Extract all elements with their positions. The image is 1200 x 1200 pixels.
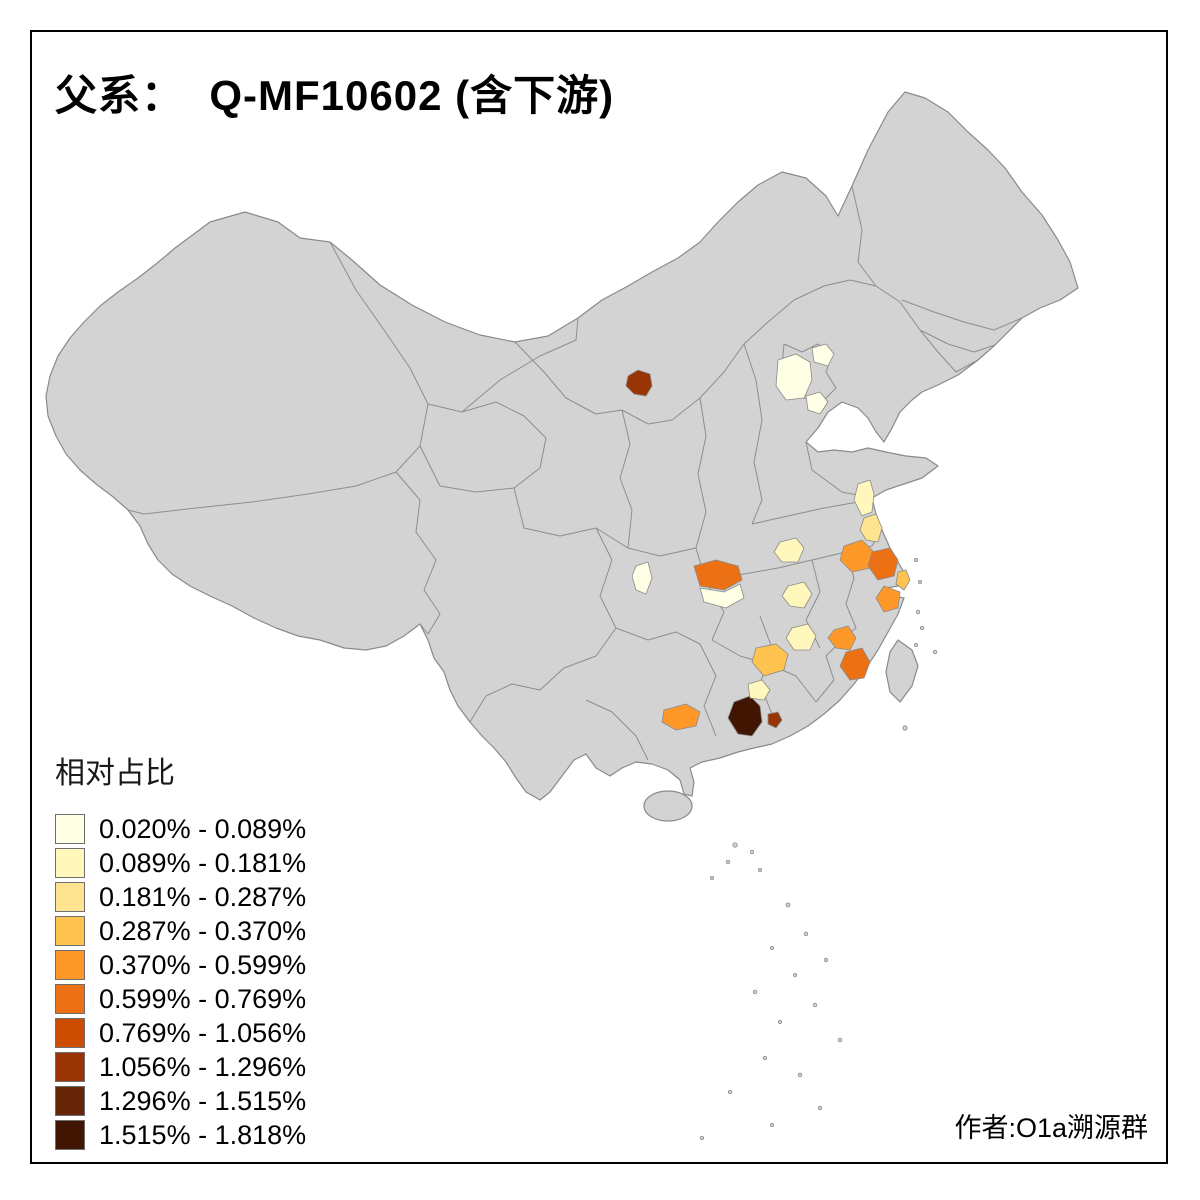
legend-label: 0.089% - 0.181% (99, 847, 307, 878)
map-region-beijing-northeast (811, 343, 835, 367)
legend-label: 1.296% - 1.515% (99, 1085, 307, 1116)
legend-label: 0.181% - 0.287% (99, 881, 307, 912)
legend-swatch (55, 814, 85, 844)
map-region-jiangsu-coast-north (853, 479, 875, 517)
legend-row: 0.181% - 0.287% (55, 882, 306, 912)
south-china-sea-islets (700, 558, 938, 1141)
legend-label: 0.769% - 1.056% (99, 1017, 307, 1048)
mainland-china-shape (45, 91, 1079, 801)
map-region-hunan-east (751, 643, 789, 677)
map-region-shanghai (895, 569, 911, 591)
legend-title: 相对占比 (55, 757, 175, 790)
legend-label: 0.020% - 0.089% (99, 813, 307, 844)
map-region-zhejiang-north (875, 585, 901, 613)
legend-swatch (55, 1086, 85, 1116)
map-region-guangdong-east-dot (767, 711, 783, 729)
map-region-jiangsu-coast-mid (859, 513, 883, 543)
legend-label: 0.287% - 0.370% (99, 915, 307, 946)
legend-row: 0.599% - 0.769% (55, 984, 306, 1014)
map-region-fujian-coast (839, 647, 871, 681)
legend-swatch (55, 1018, 85, 1048)
map-region-beijing-west (775, 353, 813, 401)
map-region-guangdong-north (747, 679, 771, 701)
map-region-jiangxi-north (785, 623, 817, 651)
map-region-anhui-north (773, 537, 805, 563)
legend-row: 0.769% - 1.056% (55, 1018, 306, 1048)
legend-swatch (55, 916, 85, 946)
map-region-fujian-northwest (827, 625, 857, 651)
legend-row: 0.370% - 0.599% (55, 950, 306, 980)
legend-swatch (55, 1120, 85, 1150)
legend-swatch (55, 882, 85, 912)
author-credit: 作者:O1a溯源群 (954, 1113, 1148, 1143)
page-title: 父系： Q-MF10602 (含下游) (55, 72, 615, 119)
map-region-henan-south (693, 559, 743, 591)
map-region-chongqing-sliver (631, 561, 653, 595)
map-region-guangxi-south (661, 703, 701, 731)
map-region-tianjin (805, 391, 829, 415)
legend-row: 1.515% - 1.818% (55, 1120, 306, 1150)
legend-row: 0.089% - 0.181% (55, 848, 306, 878)
legend-row: 1.296% - 1.515% (55, 1086, 306, 1116)
legend-swatch (55, 984, 85, 1014)
legend-label: 1.515% - 1.818% (99, 1119, 307, 1150)
hainan-island (643, 790, 693, 822)
map-region-hubei-north (699, 583, 745, 609)
legend-label: 1.056% - 1.296% (99, 1051, 307, 1082)
legend-row: 0.287% - 0.370% (55, 916, 306, 946)
map-region-jiangsu-south-east (867, 547, 899, 581)
legend-label: 0.599% - 0.769% (99, 983, 307, 1014)
legend-swatch (55, 950, 85, 980)
legend-swatch (55, 848, 85, 878)
legend-row: 0.020% - 0.089% (55, 814, 306, 844)
legend-label: 0.370% - 0.599% (99, 949, 307, 980)
legend: 相对占比 0.020% - 0.089% 0.089% - 0.181% 0.1… (55, 748, 306, 1154)
taiwan-island (885, 639, 919, 703)
map-region-north-central-dark-spot (625, 369, 653, 397)
legend-swatch (55, 1052, 85, 1082)
map-region-anhui-south (781, 581, 813, 609)
legend-row: 1.056% - 1.296% (55, 1052, 306, 1082)
